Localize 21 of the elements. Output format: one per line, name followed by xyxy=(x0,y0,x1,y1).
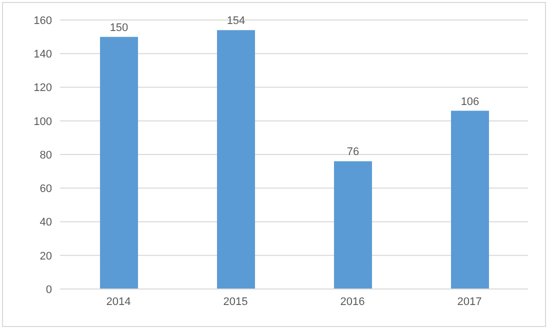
data-label: 154 xyxy=(226,15,246,28)
y-tick-label: 100 xyxy=(34,116,52,128)
y-tick-label: 60 xyxy=(40,183,52,196)
x-tick-label: 2014 xyxy=(106,296,131,308)
y-tick-label: 0 xyxy=(46,284,52,296)
y-tick-label: 20 xyxy=(40,250,52,262)
y-tick-label: 40 xyxy=(40,216,52,229)
x-tick-label: 2016 xyxy=(340,296,365,308)
x-tick-label: 2017 xyxy=(457,296,482,308)
y-tick-label: 80 xyxy=(40,149,52,162)
data-label: 106 xyxy=(460,96,480,108)
data-label: 76 xyxy=(346,146,360,158)
y-tick-label: 120 xyxy=(34,82,52,94)
bar xyxy=(451,110,489,289)
y-tick-label: 160 xyxy=(34,14,52,27)
bar xyxy=(334,161,372,289)
bar xyxy=(100,36,138,289)
bar xyxy=(217,30,255,289)
y-tick-label: 140 xyxy=(34,48,52,61)
x-tick-label: 2015 xyxy=(223,296,248,308)
data-label: 150 xyxy=(110,22,128,34)
